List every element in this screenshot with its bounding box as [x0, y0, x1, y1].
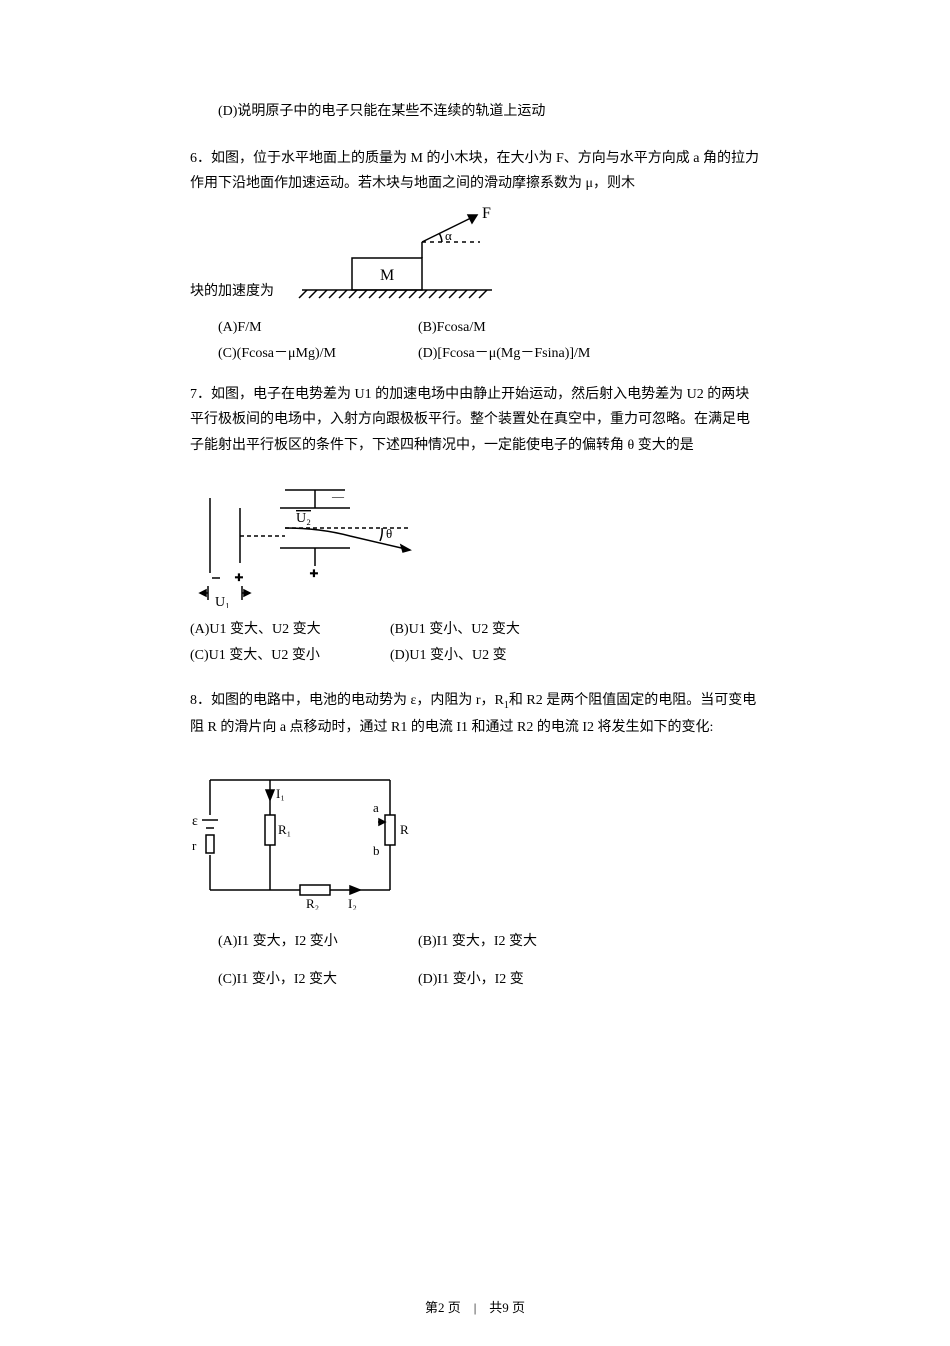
svg-text:F: F [482, 205, 491, 222]
q6-opt-a: (A)F/M [218, 320, 418, 336]
svg-text:R₂: R₂ [306, 896, 319, 910]
q8-stem-prefix: 8．如图的电路中，电池的电动势为 ε，内阻为 r，R [190, 693, 504, 708]
q7-opt-d: (D)U1 变小、U2 变 [390, 644, 760, 664]
svg-text:ε: ε [192, 814, 198, 829]
q7-figure: + + — U₁ U₂ θ [190, 478, 420, 608]
svg-text:a: a [373, 800, 379, 815]
svg-text:M: M [380, 267, 394, 284]
svg-text:U₁: U₁ [215, 595, 230, 608]
q5-option-d: (D)说明原子中的电子只能在某些不连续的轨道上运动 [190, 100, 760, 124]
q6-opt-b: (B)Fcosa/M [418, 320, 760, 336]
svg-text:r: r [192, 838, 197, 853]
q7-options: (A)U1 变大、U2 变大 (B)U1 变小、U2 变大 (C)U1 变大、U… [190, 618, 760, 664]
q8-options: (A)I1 变大，I2 变小 (B)I1 变大，I2 变大 (C)I1 变小，I… [190, 930, 760, 988]
q7-opt-c: (C)U1 变大、U2 变小 [190, 644, 390, 664]
q8-opt-d: (D)I1 变小，I2 变 [418, 968, 760, 988]
svg-text:α: α [445, 228, 452, 243]
q6-stem: 6．如图，位于水平地面上的质量为 M 的小木块，在大小为 F、方向与水平方向成 … [190, 146, 760, 196]
q6-options: (A)F/M (B)Fcosa/M (C)(Fcosa－μMg)/M (D)[F… [190, 320, 760, 362]
svg-text:+: + [235, 571, 243, 586]
svg-text:I₁: I₁ [276, 786, 285, 801]
q8-stem: 8．如图的电路中，电池的电动势为 ε，内阻为 r，R1和 R2 是两个阻值固定的… [190, 688, 760, 740]
svg-text:R: R [400, 822, 409, 837]
svg-text:b: b [373, 843, 380, 858]
q6-figure: M F α [282, 200, 512, 300]
q8-opt-b: (B)I1 变大，I2 变大 [418, 930, 760, 950]
svg-text:—: — [331, 489, 345, 503]
q6-opt-d: (D)[Fcosa－μ(Mg－Fsina)]/M [418, 342, 760, 362]
svg-text:U₂: U₂ [296, 511, 311, 526]
q7-stem: 7．如图，电子在电势差为 U1 的加速电场中由静止开始运动，然后射入电势差为 U… [190, 382, 760, 458]
svg-text:R₁: R₁ [278, 822, 291, 837]
q7-opt-a: (A)U1 变大、U2 变大 [190, 618, 390, 638]
svg-text:I₂: I₂ [348, 896, 357, 910]
q6-opt-c: (C)(Fcosa－μMg)/M [218, 342, 418, 362]
svg-text:+: + [310, 567, 318, 582]
svg-text:θ: θ [386, 526, 392, 541]
q7-opt-b: (B)U1 变小、U2 变大 [390, 618, 760, 638]
q8-figure: ε r I₁ R₁ a R b R₂ I₂ [190, 760, 420, 910]
q6-stem-tail: 块的加速度为 [190, 280, 274, 300]
q8-opt-a: (A)I1 变大，I2 变小 [218, 930, 418, 950]
page-footer: 第2 页 | 共9 页 [0, 1297, 950, 1316]
q8-opt-c: (C)I1 变小，I2 变大 [218, 968, 418, 988]
q6-figure-row: 块的加速度为 M F α [190, 200, 760, 300]
